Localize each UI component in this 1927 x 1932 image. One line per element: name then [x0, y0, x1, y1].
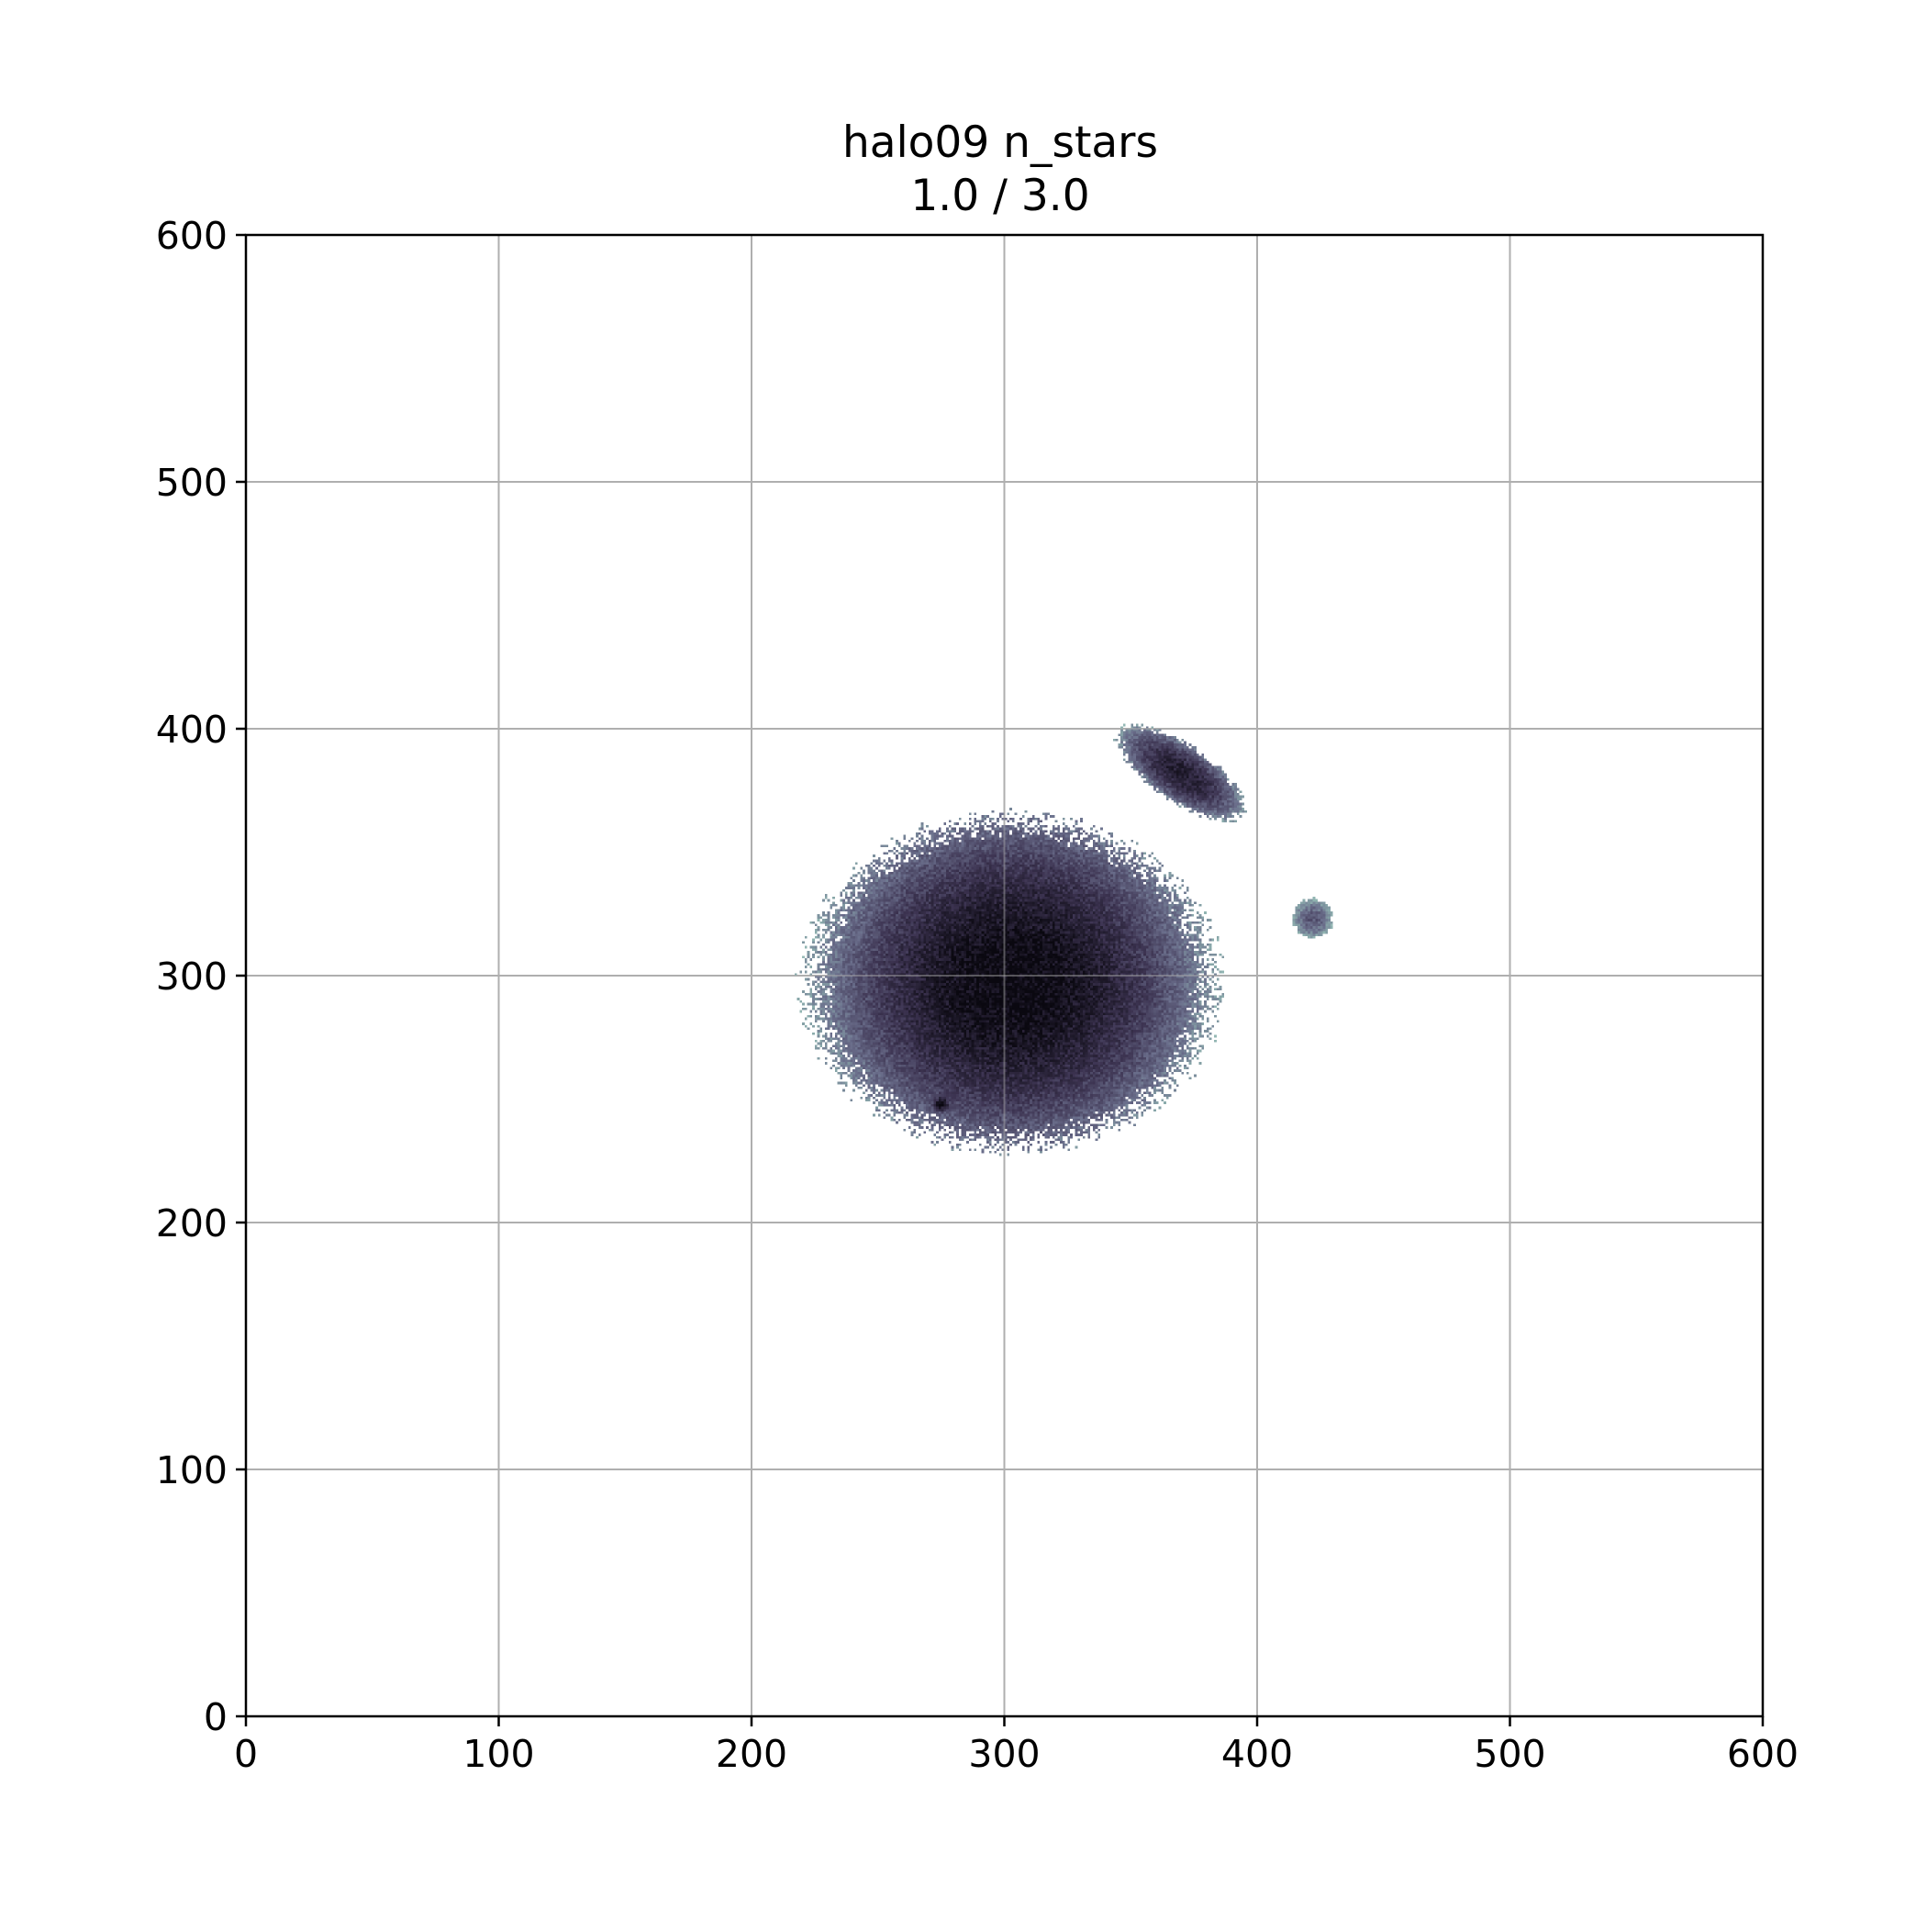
x-axis: 0 100 200 300 400 500 600 — [234, 1716, 1799, 1776]
x-tick-label: 400 — [1221, 1732, 1293, 1776]
y-tick-label: 500 — [156, 461, 228, 505]
y-tick-label: 300 — [156, 955, 228, 999]
y-tick-label: 0 — [204, 1695, 228, 1739]
y-tick-label: 600 — [156, 214, 228, 258]
x-tick-label: 0 — [234, 1732, 258, 1776]
y-tick-label: 200 — [156, 1201, 228, 1245]
x-tick-label: 100 — [462, 1732, 534, 1776]
chart-subtitle: 1.0 / 3.0 — [910, 171, 1090, 221]
chart-title: halo09 n_stars — [842, 117, 1158, 168]
y-axis: 0 100 200 300 400 500 600 — [156, 214, 246, 1739]
density-heatmap — [246, 235, 1763, 1716]
y-tick-label: 400 — [156, 708, 228, 752]
x-tick-label: 600 — [1727, 1732, 1799, 1776]
y-tick-label: 100 — [156, 1448, 228, 1492]
x-tick-label: 500 — [1474, 1732, 1545, 1776]
x-tick-label: 200 — [716, 1732, 787, 1776]
x-tick-label: 300 — [968, 1732, 1040, 1776]
